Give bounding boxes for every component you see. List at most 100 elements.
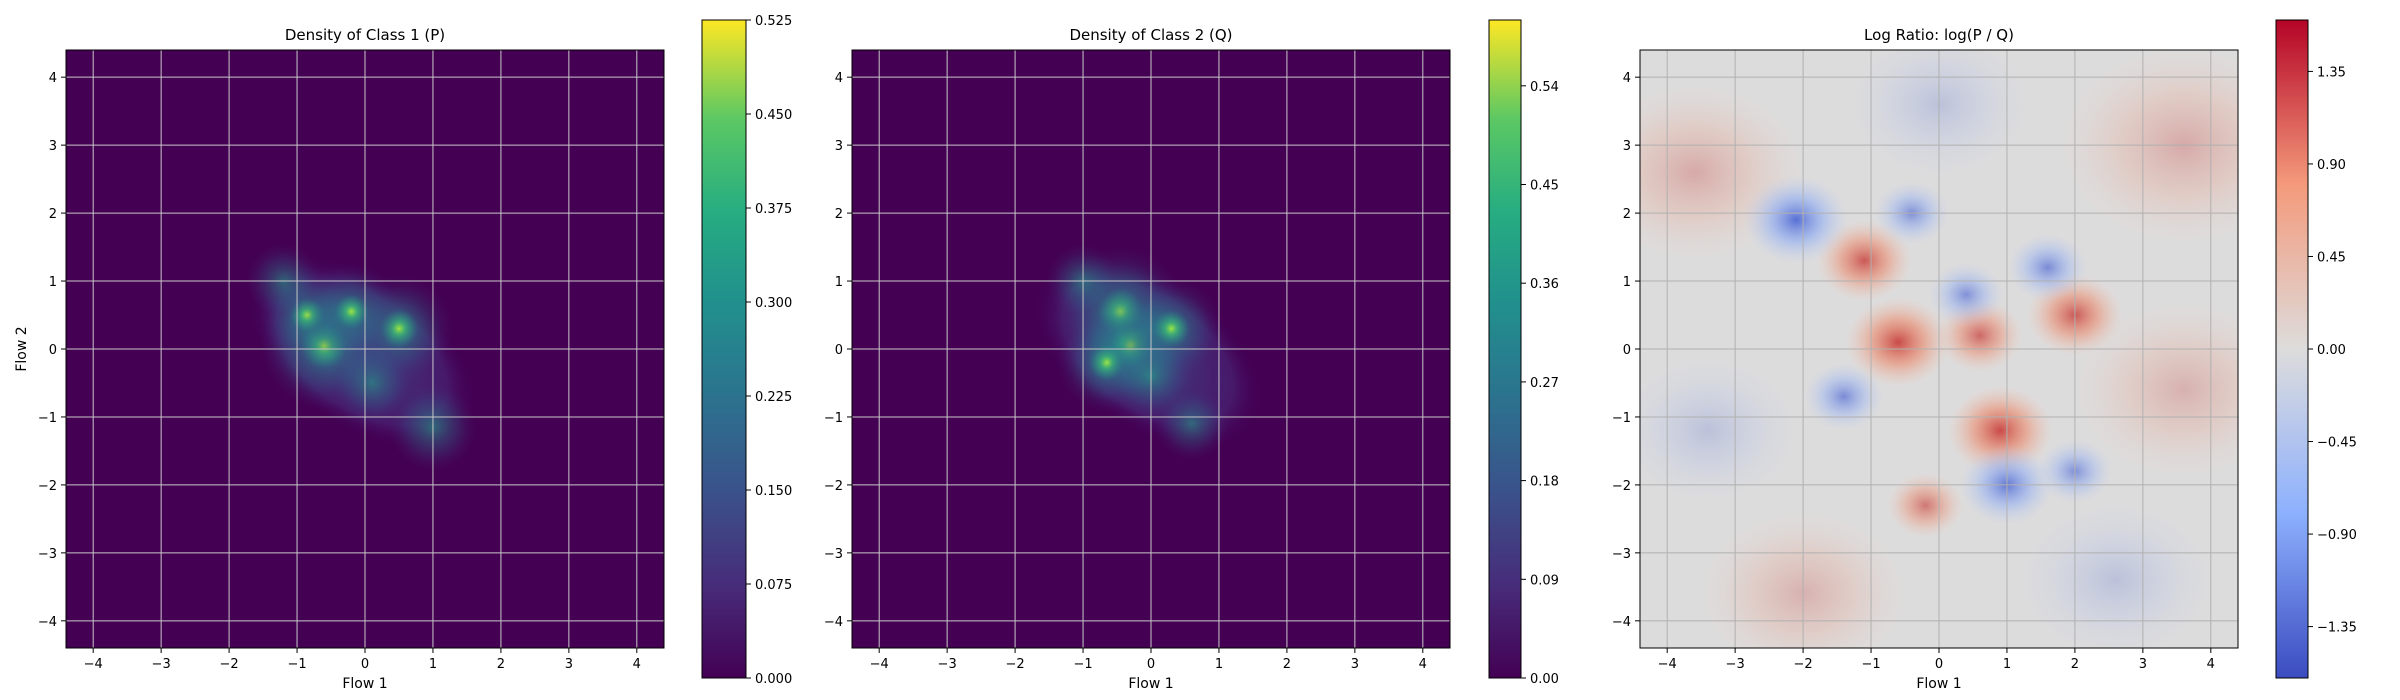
y-tick-label: 0 — [835, 343, 843, 358]
y-tick-label: 4 — [835, 71, 843, 86]
colorbar: 0.00 0.09 0.18 0.27 0.36 0.45 0.54 — [1488, 19, 1559, 687]
x-tick-label: −2 — [1006, 657, 1025, 672]
colorbar-gradient — [701, 19, 747, 679]
x-tick-label: 1 — [1215, 657, 1223, 672]
x-tick-label: 0 — [1147, 657, 1155, 672]
x-tick-label: −4 — [1658, 657, 1677, 672]
x-tick-label: 1 — [429, 657, 437, 672]
y-tick-label: −1 — [38, 411, 57, 426]
colorbar-tick-label: −0.90 — [2317, 528, 2357, 543]
y-tick-label: 2 — [1623, 207, 1631, 222]
colorbar: 0.000 0.075 0.150 0.225 0.300 0.375 0.450 0.525 — [701, 14, 792, 687]
density-blob — [1154, 386, 1229, 461]
colorbar-tick-label: 0.075 — [755, 578, 792, 593]
colorbar-gradient — [2275, 19, 2309, 679]
colorbar-tick-label: 0.54 — [1530, 80, 1559, 95]
x-tick-label: 2 — [497, 657, 505, 672]
y-tick-label: 1 — [835, 275, 843, 290]
colorbar-tick-label: 0.375 — [755, 202, 792, 217]
colorbar-tick-label: 0.45 — [1530, 179, 1559, 194]
y-tick-label: 4 — [49, 71, 57, 86]
heat-blob — [1743, 175, 1849, 265]
colorbar-tick-label: 0.450 — [755, 108, 792, 123]
grid — [852, 50, 1450, 648]
y-tick-label: 0 — [49, 343, 57, 358]
colorbar-tick-label: 0.45 — [2317, 250, 2346, 265]
y-tick-label: −2 — [824, 479, 843, 494]
colorbar: 1.35 0.90 0.45 0.00 −0.45 −0.90 −1.35 — [2275, 19, 2357, 679]
y-tick-label: −3 — [38, 547, 57, 562]
heat-blob — [1803, 362, 1885, 431]
x-tick-label: 0 — [361, 657, 369, 672]
x-tick-label: −4 — [84, 657, 103, 672]
y-tick-label: 0 — [1623, 343, 1631, 358]
chart-title: Density of Class 2 (Q) — [1069, 26, 1232, 44]
colorbar-tick-label: 0.18 — [1530, 475, 1559, 490]
chart-title: Log Ratio: log(P / Q) — [1864, 26, 2014, 44]
colorbar-tick-label: −1.35 — [2317, 621, 2357, 636]
chart-title: Density of Class 1 (P) — [285, 26, 445, 44]
colorbar-tick-label: 0.000 — [755, 672, 792, 687]
colorbar-tick-label: 0.09 — [1530, 573, 1559, 588]
density-peak — [334, 294, 369, 329]
y-tick-label: −1 — [1612, 411, 1631, 426]
y-tick-label: −4 — [38, 615, 57, 630]
y-tick-label: 4 — [1623, 71, 1631, 86]
y-tick-label: 2 — [835, 207, 843, 222]
x-tick-label: 3 — [565, 657, 573, 672]
x-axis-label: Flow 1 — [1128, 676, 1173, 692]
x-tick-label: −2 — [1794, 657, 1813, 672]
x-tick-label: −3 — [938, 657, 957, 672]
y-tick-label: −3 — [824, 547, 843, 562]
x-tick-label: 3 — [2139, 657, 2147, 672]
x-tick-label: 3 — [1351, 657, 1359, 672]
y-tick-label: −4 — [824, 615, 843, 630]
x-tick-label: −1 — [1861, 657, 1880, 672]
heat-wedge — [2013, 498, 2218, 648]
heat-layer — [246, 243, 477, 471]
y-axis-label: Flow 2 — [14, 326, 30, 371]
colorbar-gradient — [1488, 19, 1522, 679]
colorbar-tick-label: 0.525 — [755, 14, 792, 29]
heat-blob — [1845, 297, 1951, 387]
heat-blob — [1928, 262, 2005, 327]
chart-panel-3: −4 −3 −2 −1 0 1 2 3 4 −4 −3 −2 −1 0 1 2 3 4 Log Ratio: log… — [1612, 19, 2357, 692]
x-tick-label: −3 — [152, 657, 171, 672]
chart-panel-1: −4 −3 −2 −1 0 1 2 3 4 −4 −3 −2 −1 0 1 2 3 4 Density of Cla… — [14, 14, 792, 692]
x-tick-label: 1 — [2003, 657, 2011, 672]
heat-wedge — [2061, 50, 2238, 243]
x-tick-label: 0 — [1935, 657, 1943, 672]
y-tick-label: 1 — [1623, 275, 1631, 290]
y-tick-label: −2 — [38, 479, 57, 494]
colorbar-tick-label: 0.27 — [1530, 376, 1559, 391]
x-axis-label: Flow 1 — [342, 676, 387, 692]
colorbar-tick-label: 0.00 — [1530, 672, 1559, 687]
x-tick-label: 4 — [1419, 657, 1427, 672]
grid — [1640, 50, 2238, 648]
y-tick-label: 3 — [1623, 139, 1631, 154]
density-blob — [330, 342, 413, 424]
heat-blob — [2007, 233, 2089, 302]
y-tick-label: −2 — [1612, 479, 1631, 494]
colorbar-tick-label: 0.225 — [755, 390, 792, 405]
heat-wedge — [2074, 302, 2238, 477]
y-tick-label: 2 — [49, 207, 57, 222]
colorbar-tick-label: 0.36 — [1530, 277, 1559, 292]
x-tick-label: 2 — [2071, 657, 2079, 672]
y-tick-label: 1 — [49, 275, 57, 290]
y-tick-label: −3 — [1612, 547, 1631, 562]
x-tick-label: −3 — [1726, 657, 1745, 672]
x-tick-label: 2 — [1283, 657, 1291, 672]
colorbar-tick-label: 1.35 — [2317, 65, 2346, 80]
x-tick-label: 4 — [2207, 657, 2215, 672]
x-tick-label: −1 — [287, 657, 306, 672]
heat-layer — [1033, 244, 1262, 461]
heat-blob — [1887, 472, 1964, 538]
colorbar-tick-label: 0.90 — [2317, 158, 2346, 173]
colorbar-tick-label: 0.150 — [755, 484, 792, 499]
x-tick-label: −2 — [220, 657, 239, 672]
colorbar-tick-label: 0.00 — [2317, 343, 2346, 358]
x-tick-label: 4 — [633, 657, 641, 672]
x-tick-label: −4 — [870, 657, 889, 672]
y-tick-label: 3 — [835, 139, 843, 154]
